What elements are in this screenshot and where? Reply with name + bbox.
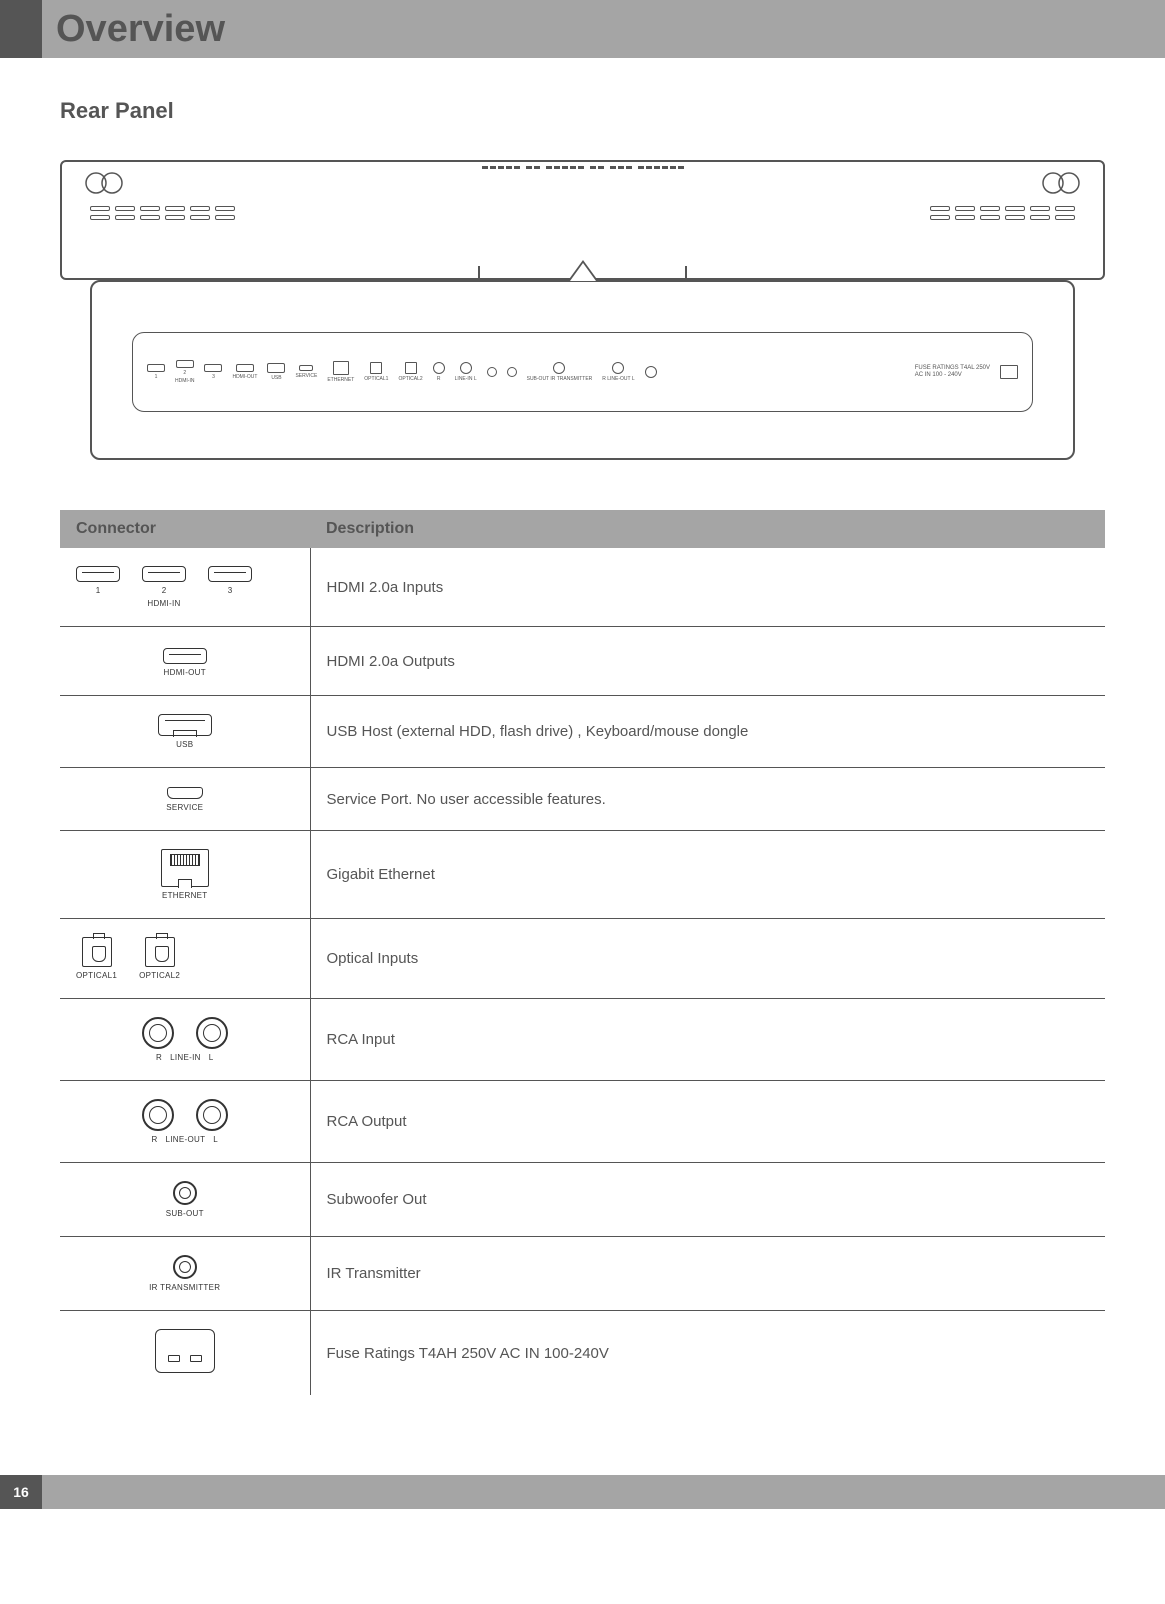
table-row: 1 2HDMI-IN 3 HDMI 2.0a Inputs (60, 548, 1105, 627)
connector-table: Connector Description 1 2HDMI-IN 3 HDMI … (60, 510, 1105, 1395)
page-number: 16 (0, 1475, 42, 1509)
table-row: IR TRANSMITTER IR Transmitter (60, 1237, 1105, 1311)
content: Rear Panel 1 (0, 58, 1165, 1475)
desc-cell: Gigabit Ethernet (310, 831, 1105, 919)
port-panel: 1 2HDMI-IN 3 HDMI-OUT USB SERVICE ETHERN… (132, 332, 1033, 412)
sub-out-icon: SUB-OUT (166, 1181, 204, 1218)
col-connector: Connector (60, 510, 310, 548)
rca-in-icon: R LINE-IN L (142, 1017, 228, 1062)
table-row: Fuse Ratings T4AH 250V AC IN 100-240V (60, 1311, 1105, 1396)
desc-cell: IR Transmitter (310, 1237, 1105, 1311)
table-row: SUB-OUT Subwoofer Out (60, 1163, 1105, 1237)
header-bar: Overview (0, 0, 1165, 58)
speaker-right-icon (1041, 172, 1081, 194)
table-row: ETHERNET Gigabit Ethernet (60, 831, 1105, 919)
rear-panel-detail: 1 2HDMI-IN 3 HDMI-OUT USB SERVICE ETHERN… (90, 280, 1075, 460)
desc-cell: USB Host (external HDD, flash drive) , K… (310, 696, 1105, 768)
table-row: R LINE-IN L RCA Input (60, 999, 1105, 1081)
power-inlet-icon (155, 1329, 215, 1373)
optical-icon: OPTICAL1 OPTICAL2 (76, 937, 294, 980)
desc-cell: HDMI 2.0a Inputs (310, 548, 1105, 627)
footer-bar: 16 (0, 1475, 1165, 1509)
col-description: Description (310, 510, 1105, 548)
table-row: HDMI-OUT HDMI 2.0a Outputs (60, 627, 1105, 696)
table-header-row: Connector Description (60, 510, 1105, 548)
vents-left (90, 206, 235, 220)
table-row: SERVICE Service Port. No user accessible… (60, 768, 1105, 831)
header-title-wrap: Overview (42, 0, 1165, 58)
header-tab (0, 0, 42, 58)
table-row: R LINE-OUT L RCA Output (60, 1081, 1105, 1163)
desc-cell: HDMI 2.0a Outputs (310, 627, 1105, 696)
section-title: Rear Panel (60, 98, 1105, 124)
usb-icon: USB (158, 714, 212, 749)
desc-cell: Subwoofer Out (310, 1163, 1105, 1237)
vents-right (930, 206, 1075, 220)
rca-out-icon: R LINE-OUT L (142, 1099, 228, 1144)
desc-cell: Fuse Ratings T4AH 250V AC IN 100-240V (310, 1311, 1105, 1396)
fuse-rating-text: FUSE RATINGS T4AL 250V AC IN 100 - 240V (915, 365, 990, 378)
hdmi-in-icon: 1 2HDMI-IN 3 (76, 566, 294, 608)
desc-cell: RCA Output (310, 1081, 1105, 1163)
service-port-icon: SERVICE (166, 787, 203, 812)
speaker-left-icon (84, 172, 124, 194)
desc-cell: RCA Input (310, 999, 1105, 1081)
hdmi-out-icon: HDMI-OUT (163, 648, 207, 677)
ir-transmitter-icon: IR TRANSMITTER (149, 1255, 220, 1292)
table-row: USB USB Host (external HDD, flash drive)… (60, 696, 1105, 768)
desc-cell: Service Port. No user accessible feature… (310, 768, 1105, 831)
callout-arrow-icon (567, 260, 599, 282)
desc-cell: Optical Inputs (310, 919, 1105, 999)
table-row: OPTICAL1 OPTICAL2 Optical Inputs (60, 919, 1105, 999)
page-title: Overview (56, 8, 225, 51)
ethernet-icon: ETHERNET (161, 849, 209, 900)
